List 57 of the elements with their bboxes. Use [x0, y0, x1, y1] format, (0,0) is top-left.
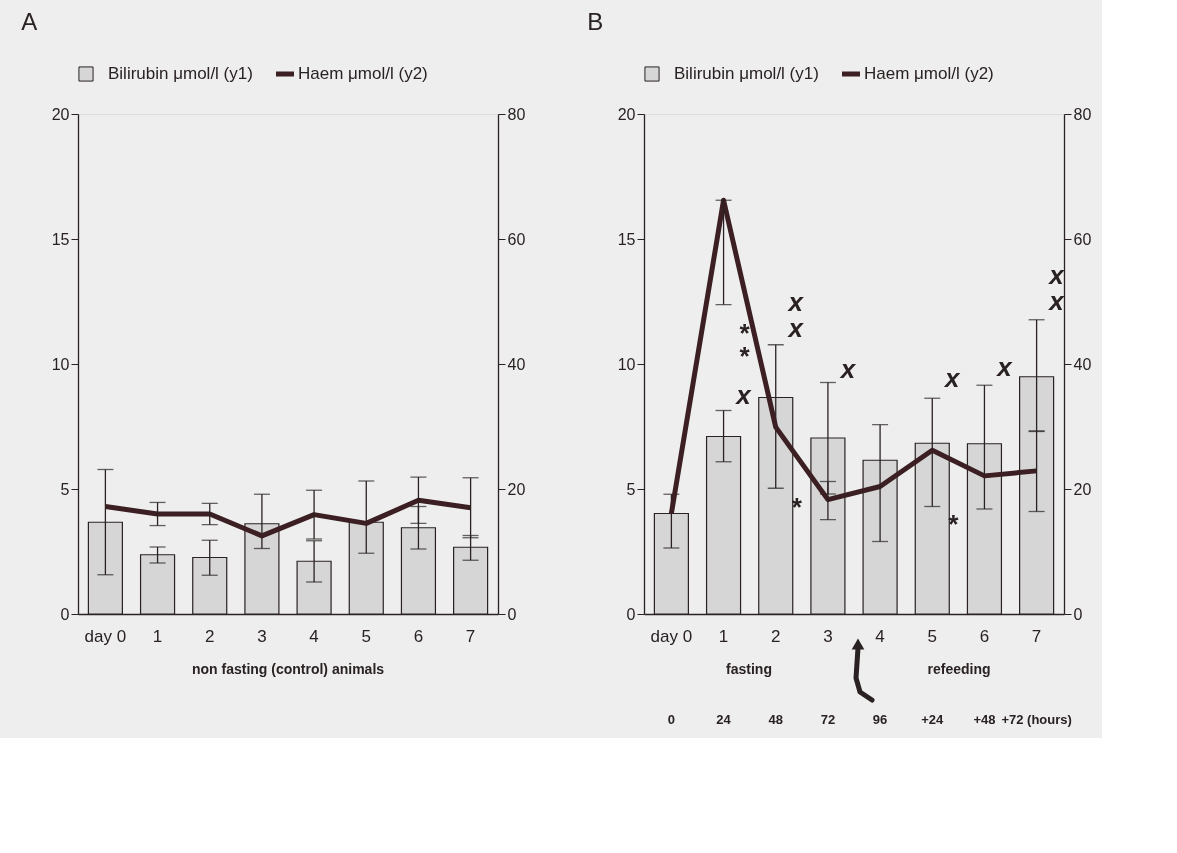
text: 48	[768, 712, 783, 727]
x-tick-label: 2	[771, 626, 781, 646]
x-tick-label: 2	[205, 626, 215, 646]
x-tick-label: 5	[361, 626, 371, 646]
legend-label: Bilirubin μmol/l (y1)	[108, 64, 253, 83]
x-tick-label: 4	[309, 626, 319, 646]
x-tick-label: 6	[979, 626, 990, 646]
y-tick-label: 20	[617, 105, 636, 123]
y2-tick-label: 80	[507, 105, 526, 123]
text: 96	[872, 712, 888, 727]
y2-tick-label: 40	[1073, 355, 1092, 373]
y2-tick-label: 60	[1073, 230, 1092, 248]
y2-tick-label: 80	[1073, 105, 1092, 123]
legend-label: Haem μmol/l (y2)	[298, 64, 428, 83]
text: fasting	[726, 661, 772, 677]
legend-label: Haem μmol/l (y2)	[864, 64, 994, 83]
chart-title: A	[21, 7, 38, 35]
y-tick-label: 10	[51, 355, 70, 373]
y-tick-label: 0	[60, 605, 70, 623]
x-tick-label: 7	[465, 626, 476, 646]
text: +48	[973, 712, 996, 727]
text: +24	[921, 712, 945, 727]
y-tick-label: 5	[626, 480, 636, 498]
annotation: x	[838, 353, 857, 384]
x-tick-label: 3	[257, 626, 267, 646]
text: non fasting (control) animals	[191, 661, 385, 677]
chart-title: B	[587, 7, 604, 35]
y2-tick-label: 40	[507, 355, 526, 373]
y-tick-label: 5	[60, 480, 70, 498]
y-tick-label: 15	[617, 230, 636, 248]
x-tick-label: 6	[413, 626, 424, 646]
x-tick-label: 1	[152, 626, 163, 646]
x-tick-label: day 0	[650, 626, 693, 646]
text: 72	[820, 712, 836, 727]
x-tick-label: 7	[1031, 626, 1042, 646]
text: +72 (hours)	[1001, 712, 1072, 727]
y-tick-label: 20	[51, 105, 70, 123]
x-tick-label: 1	[718, 626, 729, 646]
annotation: x	[995, 352, 1014, 382]
x-tick-label: 4	[875, 626, 885, 646]
text: 0	[667, 712, 676, 727]
y2-tick-label: 0	[1073, 605, 1083, 623]
y2-tick-label: 0	[507, 605, 517, 623]
x-tick-label: 3	[823, 626, 833, 646]
text: refeeding	[927, 661, 991, 677]
y-tick-label: 15	[51, 230, 70, 248]
y2-tick-label: 20	[1073, 480, 1092, 498]
annotation: x	[943, 363, 962, 393]
x-tick-label: day 0	[84, 626, 127, 646]
y-tick-label: 10	[617, 355, 636, 373]
annotation: x	[734, 379, 753, 410]
y-tick-label: 0	[626, 605, 636, 623]
y2-tick-label: 20	[507, 480, 526, 498]
y2-tick-label: 60	[507, 230, 526, 248]
legend-label: Bilirubin μmol/l (y1)	[674, 64, 819, 83]
text: 24	[716, 712, 732, 727]
x-tick-label: 5	[927, 626, 937, 646]
